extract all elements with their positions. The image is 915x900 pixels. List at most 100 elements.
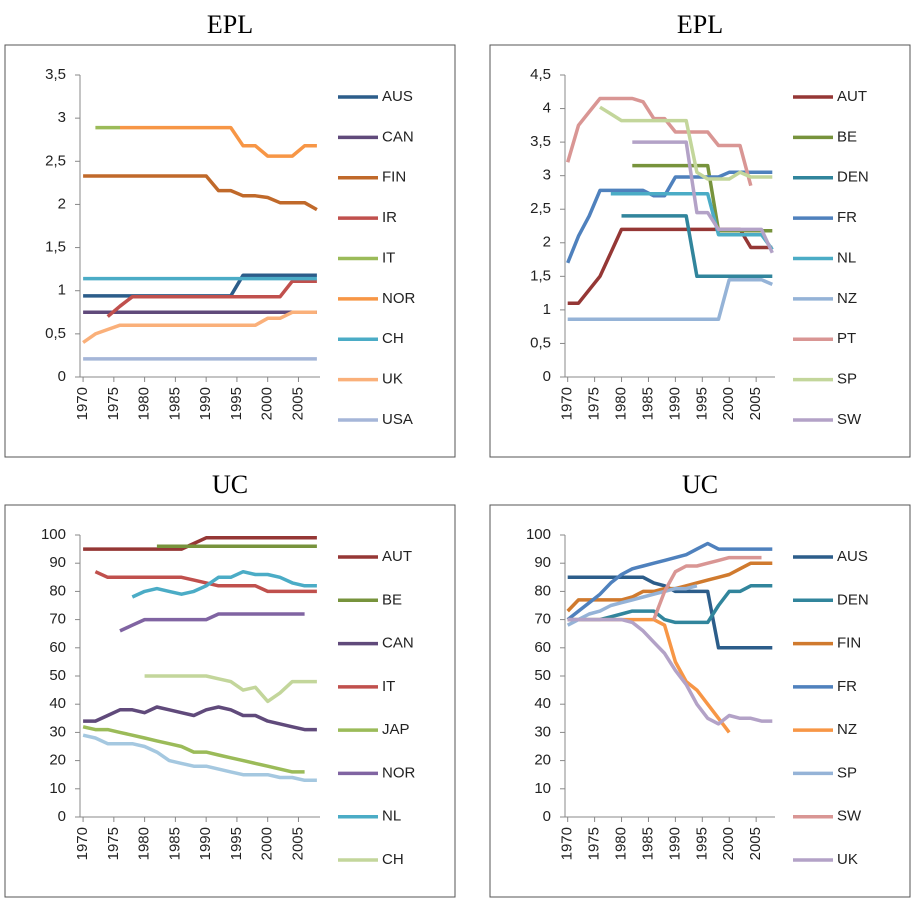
y-tick-label: 20 [49, 752, 66, 769]
legend-label: NZ [837, 721, 857, 738]
y-tick-label: 0 [58, 808, 66, 825]
y-tick-label: 60 [49, 639, 66, 656]
x-tick-label: 1980 [613, 387, 630, 420]
y-tick-label: 70 [534, 611, 551, 628]
legend-label: CH [382, 330, 404, 347]
chart: UC 0 10 20 30 40 50 60 70 80 90 100 1970 1975 1980 1985… [489, 470, 911, 898]
chart-title: EPL [677, 10, 723, 39]
y-tick-label: 1,5 [45, 239, 66, 256]
y-tick-label: 90 [534, 554, 551, 571]
y-tick-label: 50 [49, 667, 66, 684]
x-tick-label: 1985 [639, 387, 656, 420]
x-tick-label: 1970 [74, 827, 91, 860]
chart-title: UC [212, 470, 248, 499]
y-tick-label: 2,5 [530, 200, 551, 217]
chart-title: UC [682, 470, 718, 499]
x-tick-label: 1970 [559, 387, 576, 420]
y-tick-label: 3,5 [45, 66, 66, 83]
legend-label: AUT [837, 88, 867, 105]
x-tick-label: 1980 [613, 827, 630, 860]
series-line [652, 555, 762, 621]
series-line [94, 570, 317, 594]
legend-label: FIN [382, 169, 406, 186]
y-tick-label: 80 [49, 582, 66, 599]
legend-label: AUS [382, 88, 413, 105]
legend-label: UK [837, 851, 858, 868]
x-tick-label: 1970 [74, 387, 91, 420]
series-line [120, 125, 317, 158]
y-tick-label: 60 [534, 639, 551, 656]
y-tick-label: 0,5 [45, 325, 66, 342]
series-line [131, 569, 317, 599]
x-tick-label: 2005 [289, 387, 306, 420]
y-tick-label: 10 [534, 780, 551, 797]
legend-label: JAP [382, 721, 410, 738]
y-tick-label: 0 [58, 368, 66, 385]
y-tick-label: 80 [534, 582, 551, 599]
y-tick-label: 40 [49, 695, 66, 712]
series-line [632, 140, 774, 254]
x-tick-label: 1980 [136, 387, 153, 420]
legend-label: DEN [837, 169, 869, 186]
series-line [621, 214, 773, 279]
x-tick-label: 1990 [666, 387, 683, 420]
chart-title: EPL [207, 10, 253, 39]
legend-label: SP [837, 764, 857, 781]
chart: UC 0 10 20 30 40 50 60 70 80 90 100 1970 1975 1980 1985… [4, 470, 456, 898]
chart-frame [489, 44, 911, 458]
y-tick-label: 50 [534, 667, 551, 684]
legend-label: NL [382, 808, 401, 825]
series-line [83, 705, 317, 732]
y-tick-label: 70 [49, 611, 66, 628]
y-tick-label: 0 [543, 368, 551, 385]
legend-label: IT [382, 249, 395, 266]
x-tick-label: 1980 [136, 827, 153, 860]
y-tick-label: 90 [49, 554, 66, 571]
legend-label: NL [837, 249, 856, 266]
x-tick-label: 1985 [166, 387, 183, 420]
x-tick-label: 2005 [747, 827, 764, 860]
series-line [144, 674, 317, 704]
legend-label: USA [382, 411, 413, 428]
legend-label: AUS [837, 548, 868, 565]
legend-label: UK [382, 371, 403, 388]
series-line [610, 192, 774, 251]
legend-label: SP [837, 371, 857, 388]
chart: EPL 0 0,5 1 1,5 2 2,5 3 3,5 4 4,5 1970 1975 1980 1985 1… [489, 10, 911, 458]
chart-frame [489, 504, 911, 898]
x-tick-label: 1975 [105, 827, 122, 860]
legend-label: IR [382, 209, 397, 226]
series-line [566, 96, 753, 187]
legend-label: IT [382, 678, 395, 695]
series-line [83, 536, 317, 551]
x-tick-label: 1995 [693, 387, 710, 420]
y-tick-label: 2,5 [45, 152, 66, 169]
series-line [82, 310, 317, 344]
series-line [82, 725, 305, 774]
x-tick-label: 1990 [666, 827, 683, 860]
y-tick-label: 0 [543, 808, 551, 825]
y-tick-label: 100 [41, 526, 66, 543]
y-tick-label: 3 [543, 167, 551, 184]
x-tick-label: 1975 [105, 387, 122, 420]
y-tick-label: 30 [534, 723, 551, 740]
legend-label: NZ [837, 290, 857, 307]
y-tick-label: 30 [49, 723, 66, 740]
y-tick-label: 1,5 [530, 267, 551, 284]
series-line [566, 584, 698, 627]
legend-label: AUT [382, 548, 412, 565]
x-tick-label: 1995 [228, 387, 245, 420]
y-tick-label: 3,5 [530, 133, 551, 150]
legend-label: BE [837, 128, 857, 145]
x-tick-label: 1970 [559, 827, 576, 860]
x-tick-label: 2000 [259, 827, 276, 860]
y-tick-label: 10 [49, 780, 66, 797]
y-tick-label: 4 [543, 100, 551, 117]
series-line [119, 612, 305, 633]
x-tick-label: 1985 [639, 827, 656, 860]
x-tick-label: 1990 [197, 387, 214, 420]
series-line [82, 733, 317, 783]
y-tick-label: 40 [534, 695, 551, 712]
legend-label: CAN [382, 128, 414, 145]
